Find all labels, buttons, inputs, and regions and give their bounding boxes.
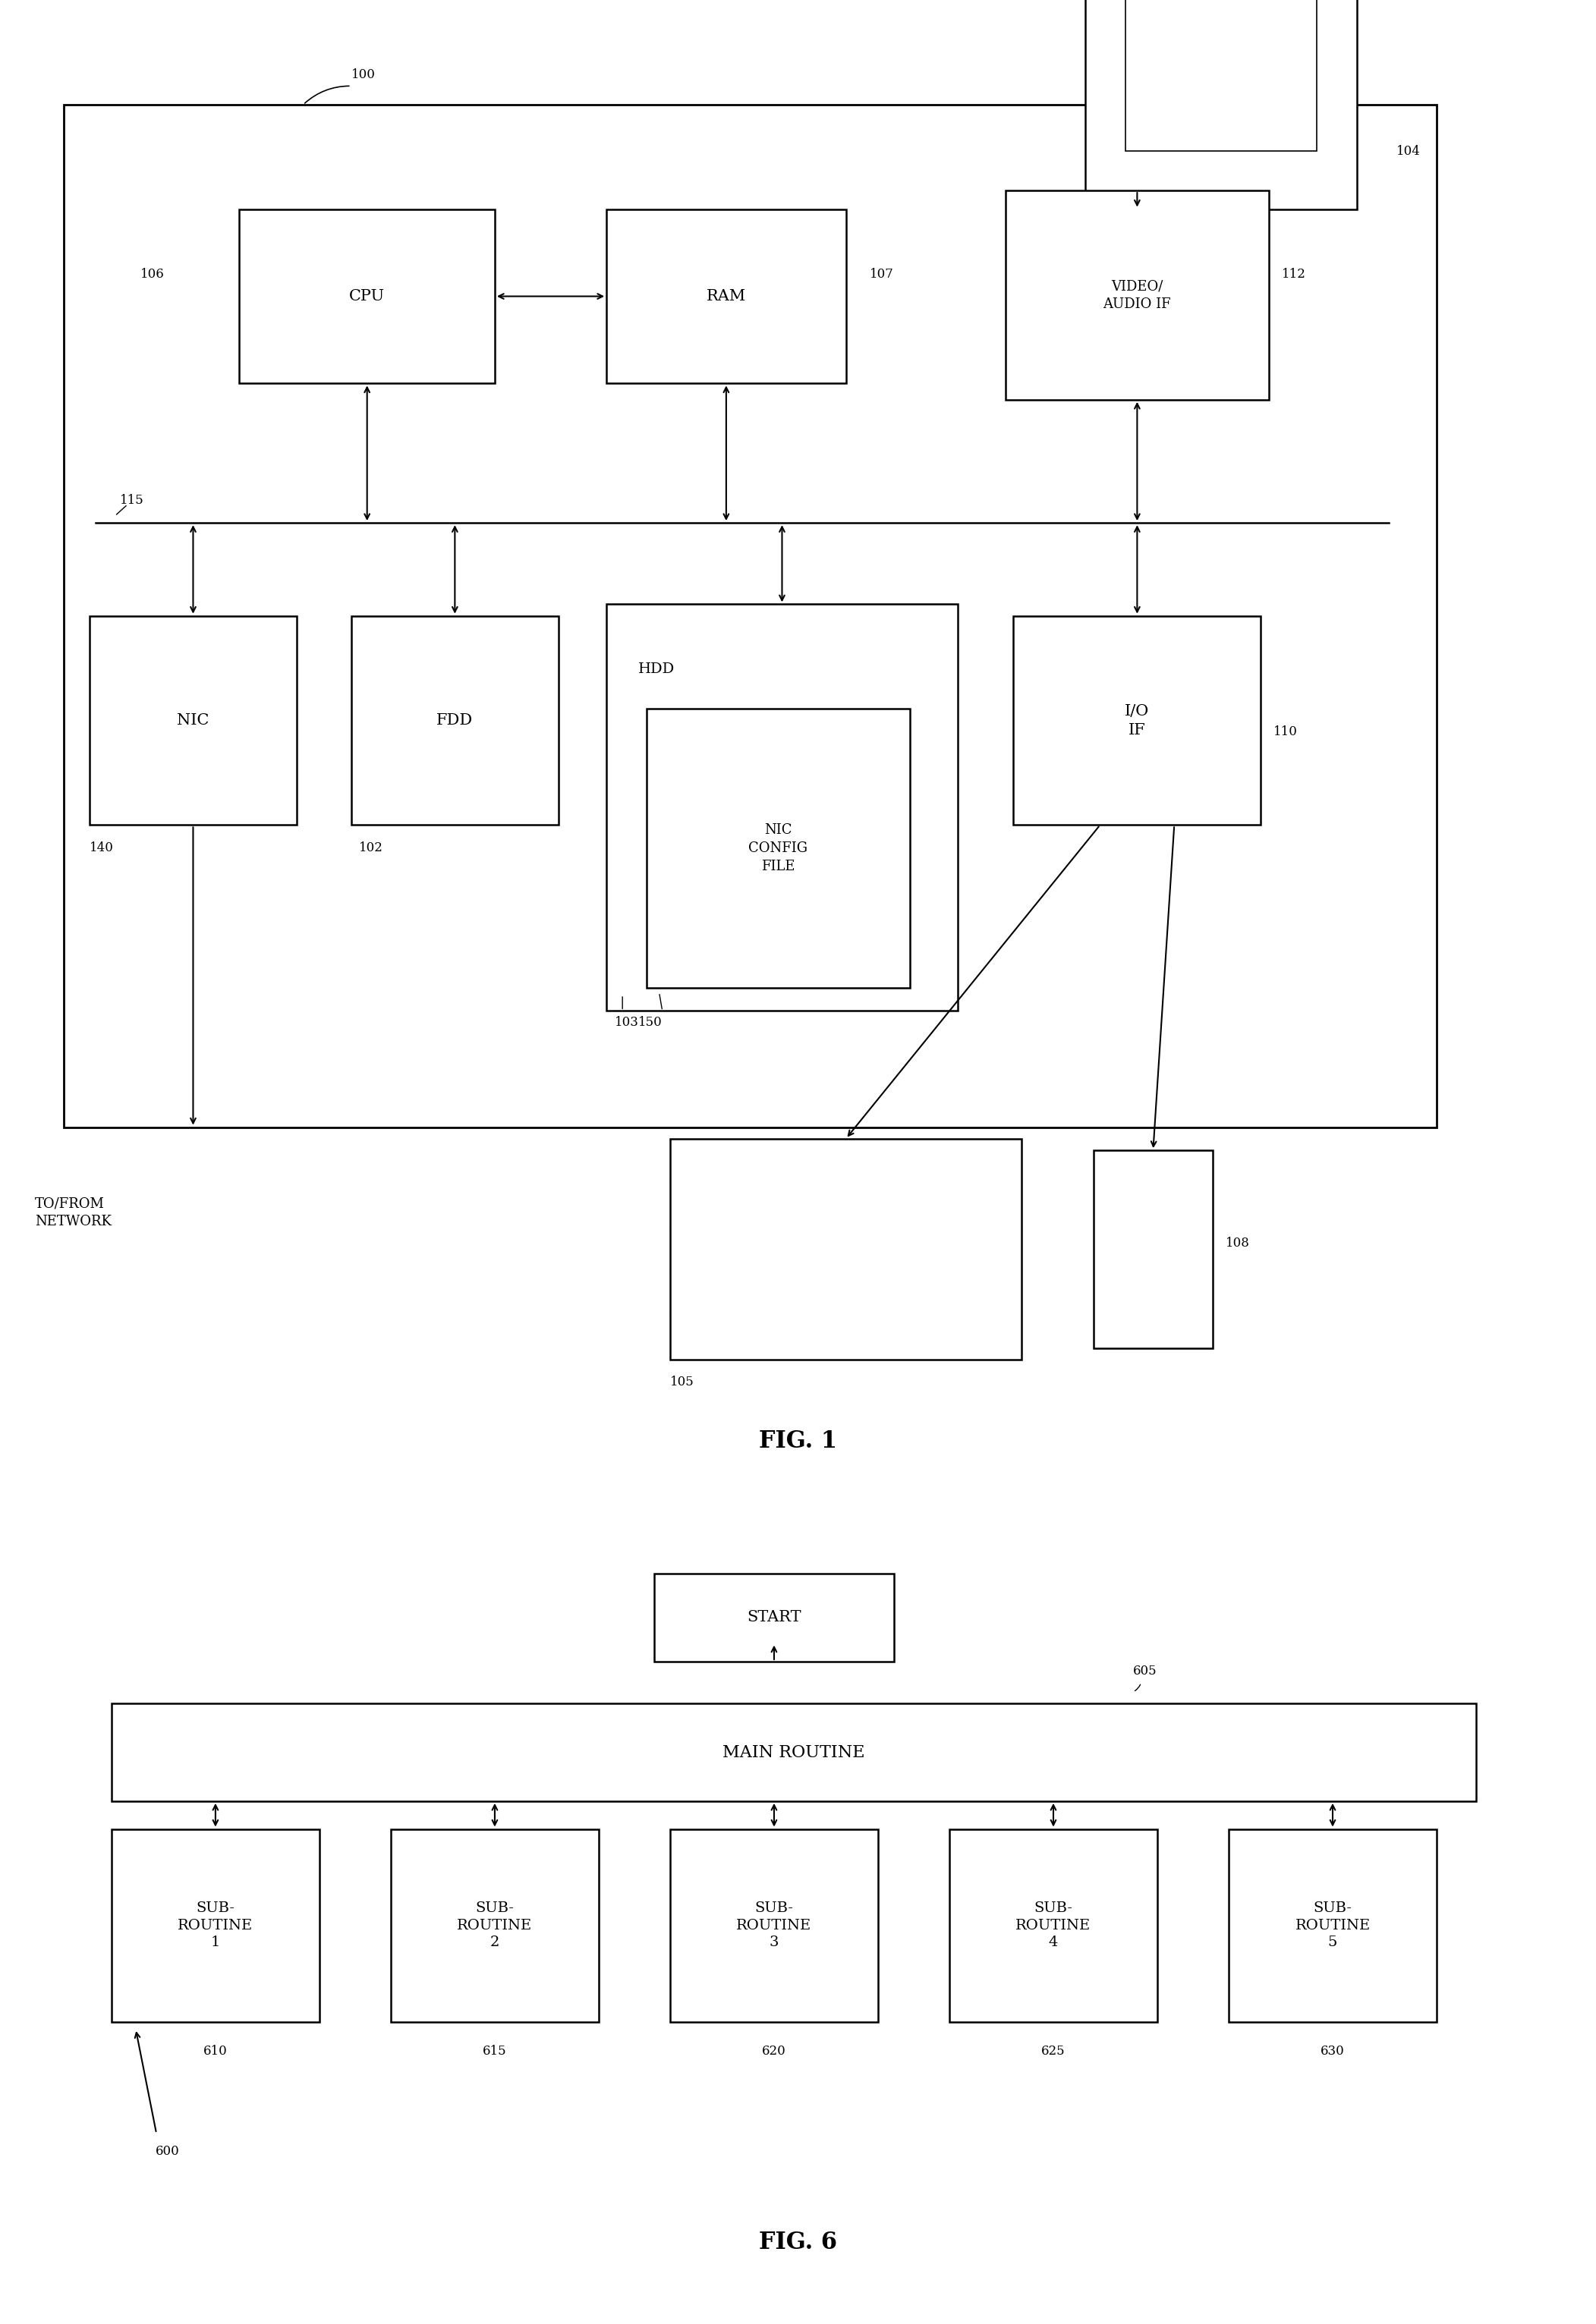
Text: 110: 110 xyxy=(1274,725,1298,739)
FancyBboxPatch shape xyxy=(351,616,559,825)
FancyBboxPatch shape xyxy=(654,1573,894,1662)
Text: MAIN ROUTINE: MAIN ROUTINE xyxy=(723,1743,865,1762)
Text: 108: 108 xyxy=(1226,1236,1250,1250)
Text: 104: 104 xyxy=(1396,144,1420,158)
Text: 625: 625 xyxy=(1041,2045,1066,2059)
FancyBboxPatch shape xyxy=(239,209,495,383)
Text: 115: 115 xyxy=(120,493,144,507)
Text: 112: 112 xyxy=(1282,267,1306,281)
Text: 630: 630 xyxy=(1320,2045,1345,2059)
Text: 615: 615 xyxy=(482,2045,508,2059)
FancyBboxPatch shape xyxy=(1085,0,1357,209)
FancyBboxPatch shape xyxy=(606,604,958,1011)
Text: FDD: FDD xyxy=(437,713,472,727)
Text: VIDEO/
AUDIO IF: VIDEO/ AUDIO IF xyxy=(1103,279,1171,311)
Text: SUB-
ROUTINE
4: SUB- ROUTINE 4 xyxy=(1015,1901,1092,1950)
Text: FIG. 1: FIG. 1 xyxy=(760,1429,836,1452)
Text: HDD: HDD xyxy=(638,662,675,676)
Text: SUB-
ROUTINE
1: SUB- ROUTINE 1 xyxy=(177,1901,254,1950)
Text: I/O
IF: I/O IF xyxy=(1125,704,1149,737)
FancyBboxPatch shape xyxy=(1005,191,1269,400)
FancyBboxPatch shape xyxy=(606,209,846,383)
Text: 100: 100 xyxy=(351,67,375,81)
Text: SUB-
ROUTINE
3: SUB- ROUTINE 3 xyxy=(736,1901,812,1950)
Text: RAM: RAM xyxy=(707,288,745,304)
Text: 106: 106 xyxy=(140,267,164,281)
Text: FIG. 6: FIG. 6 xyxy=(760,2231,836,2254)
Text: SUB-
ROUTINE
2: SUB- ROUTINE 2 xyxy=(456,1901,533,1950)
Text: 150: 150 xyxy=(638,1016,662,1030)
Text: 105: 105 xyxy=(670,1376,694,1390)
FancyBboxPatch shape xyxy=(1125,0,1317,151)
FancyBboxPatch shape xyxy=(1229,1829,1436,2022)
FancyBboxPatch shape xyxy=(112,1703,1476,1801)
FancyBboxPatch shape xyxy=(670,1139,1021,1360)
Text: NIC
CONFIG
FILE: NIC CONFIG FILE xyxy=(749,823,808,874)
FancyBboxPatch shape xyxy=(89,616,297,825)
Text: 605: 605 xyxy=(1133,1664,1157,1678)
FancyBboxPatch shape xyxy=(950,1829,1157,2022)
Text: 103: 103 xyxy=(614,1016,638,1030)
Text: 102: 102 xyxy=(359,841,383,855)
FancyBboxPatch shape xyxy=(64,105,1436,1127)
Text: TO/FROM
NETWORK: TO/FROM NETWORK xyxy=(35,1197,112,1229)
Text: 107: 107 xyxy=(870,267,894,281)
Text: NIC: NIC xyxy=(177,713,209,727)
Text: 600: 600 xyxy=(155,2145,180,2159)
Text: 620: 620 xyxy=(761,2045,787,2059)
Text: START: START xyxy=(747,1611,801,1624)
FancyBboxPatch shape xyxy=(670,1829,878,2022)
Text: SUB-
ROUTINE
5: SUB- ROUTINE 5 xyxy=(1294,1901,1371,1950)
FancyBboxPatch shape xyxy=(1093,1150,1213,1348)
FancyBboxPatch shape xyxy=(391,1829,598,2022)
Text: 610: 610 xyxy=(203,2045,228,2059)
Text: CPU: CPU xyxy=(350,288,385,304)
FancyBboxPatch shape xyxy=(112,1829,319,2022)
Text: 140: 140 xyxy=(89,841,113,855)
FancyBboxPatch shape xyxy=(1013,616,1261,825)
FancyBboxPatch shape xyxy=(646,709,910,988)
